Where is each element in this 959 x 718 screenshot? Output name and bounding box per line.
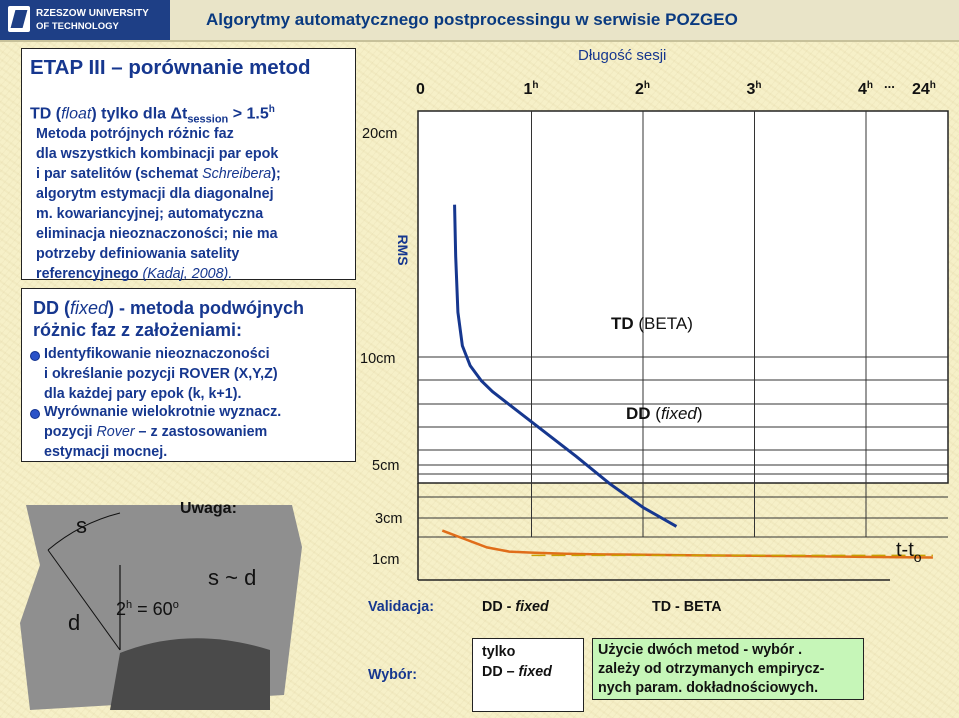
- td-method-panel: [21, 48, 356, 280]
- dd-annotation: DD (fixed): [626, 404, 703, 423]
- dd-fixed-series-line: [441, 529, 933, 559]
- dd-line: estymacji mocnej.: [44, 444, 168, 460]
- s-label: s: [76, 513, 87, 538]
- td-line: eliminacja nieoznaczoności; nie ma: [36, 226, 278, 242]
- dd-bullet: Identyfikowanie nieoznaczoności: [44, 346, 270, 362]
- choice-line: Użycie dwóch metod - wybór .: [598, 642, 803, 658]
- plot-area: [417, 110, 949, 484]
- dark-mound: [110, 638, 270, 710]
- x-tick-label: 0: [416, 81, 425, 98]
- td-line: algorytm estymacji dla diagonalnej: [36, 186, 274, 202]
- logo-text-line2: OF TECHNOLOGY: [36, 21, 119, 32]
- logo-text-line1: RZESZOW UNIVERSITY: [36, 8, 149, 19]
- td-line: i par satelitów (schemat Schreibera);: [36, 166, 281, 182]
- choice-dd-only-cell: tylko DD – fixed: [472, 638, 584, 712]
- y-tick-label: 20cm: [362, 126, 397, 142]
- ray-line: [47, 549, 121, 651]
- series-group: [441, 204, 933, 559]
- y-tick-label: 5cm: [372, 458, 399, 474]
- dd-line: i określanie pozycji ROVER (X,Y,Z): [44, 366, 278, 382]
- chart-title: Długość sesji: [578, 47, 666, 64]
- angle-label: 2h = 60o: [116, 599, 179, 619]
- x-ticks: 0 1h 2h 3h 4h 24h: [416, 80, 936, 98]
- dd-heading: DD (fixed) - metoda podwójnych: [33, 298, 305, 318]
- bullet-icon: [30, 409, 40, 419]
- choice-label: Wybór:: [368, 667, 417, 683]
- university-logo-icon: [8, 6, 30, 32]
- slide-title: Algorytmy automatycznego postprocessingu…: [206, 10, 738, 29]
- y-ticks: 20cm 10cm 5cm 3cm 1cm: [360, 126, 402, 568]
- td-line: referencyjnego (Kadaj, 2008).: [36, 266, 233, 282]
- validation-td: TD - BETA: [652, 599, 722, 615]
- y-axis-label: RMS: [395, 234, 411, 265]
- x-tick-label: 24h: [912, 80, 936, 98]
- y-tick-label: 1cm: [372, 552, 399, 568]
- dd-heading-cont: różnic faz z założeniami:: [33, 320, 243, 340]
- angle-diagram: s d 2h = 60o s ~ d: [20, 505, 302, 710]
- university-logo: RZESZOW UNIVERSITY OF TECHNOLOGY: [0, 0, 170, 40]
- td-beta-series-line: [453, 204, 678, 528]
- x-tick-label: 1h: [524, 80, 539, 98]
- choice-line: zależy od otrzymanych empirycz-: [598, 661, 825, 677]
- y-tick-label: 3cm: [375, 511, 402, 527]
- choice-dd-fixed: DD – fixed: [482, 664, 552, 680]
- validation-dd: DD - fixed: [482, 599, 549, 615]
- s-d-relation: s ~ d: [208, 565, 256, 590]
- td-heading: TD (float) tylko dla Δtsession > 1.5h: [30, 104, 275, 126]
- x-tick-label: 2h: [635, 80, 650, 98]
- dd-line: dla każdej pary epok (k, k+1).: [44, 386, 242, 402]
- d-label: d: [68, 610, 80, 635]
- chart-grid: [417, 111, 948, 581]
- choice-tylko: tylko: [482, 644, 516, 660]
- dd-method-panel: [21, 288, 356, 462]
- x-axis-ellipsis: ...: [884, 76, 895, 91]
- x-axis-label: t-to: [896, 539, 922, 565]
- choice-both-methods-cell: Użycie dwóch metod - wybór . zależy od o…: [592, 638, 864, 700]
- y-tick-label: 10cm: [360, 351, 395, 367]
- bullet-icon: [30, 351, 40, 361]
- dd-line: pozycji Rover – z zastosowaniem: [44, 424, 268, 440]
- validation-label: Validacja:: [368, 599, 434, 615]
- x-tick-label: 3h: [747, 80, 762, 98]
- arc-path: [47, 512, 121, 551]
- note-label: Uwaga:: [180, 500, 237, 517]
- td-annotation: TD (BETA): [611, 314, 693, 333]
- choice-line: nych param. dokładnościowych.: [598, 680, 819, 696]
- header-bar: RZESZOW UNIVERSITY OF TECHNOLOGY Algoryt…: [0, 0, 959, 42]
- td-line: potrzeby definiowania satelity: [36, 246, 240, 262]
- td-line: Metoda potrójnych różnic faz: [36, 126, 234, 142]
- dd-bullet: Wyrównanie wielokrotnie wyznacz.: [44, 404, 282, 420]
- td-line: m. kowariancyjnej; automatyczna: [36, 206, 264, 222]
- x-tick-label: 4h: [858, 80, 873, 98]
- td-line: dla wszystkich kombinacji par epok: [36, 146, 279, 162]
- stage-heading: ETAP III – porównanie metod: [30, 56, 311, 79]
